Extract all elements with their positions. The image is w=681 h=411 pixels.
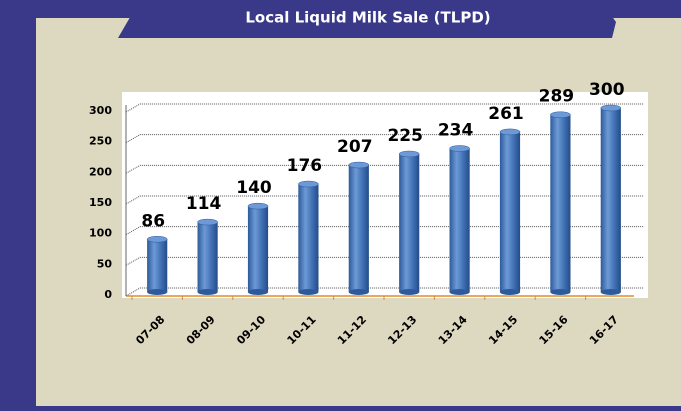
bar-bottom xyxy=(399,289,420,295)
y-tick-label: 50 xyxy=(97,257,113,270)
bar-top xyxy=(298,180,319,188)
bar xyxy=(600,108,621,292)
bar xyxy=(298,184,319,292)
bar-top xyxy=(348,161,370,169)
data-label: 289 xyxy=(539,87,575,107)
y-tick-label: 300 xyxy=(89,104,112,117)
y-tick-label: 100 xyxy=(89,227,112,240)
bar-bottom xyxy=(449,289,470,295)
chart-title: Local Liquid Milk Sale (TLPD) xyxy=(245,9,490,27)
bar-top xyxy=(449,145,470,152)
bar xyxy=(197,222,218,292)
bar-bottom xyxy=(499,289,521,295)
bar xyxy=(499,131,521,292)
grid-line xyxy=(125,164,644,174)
grid-line xyxy=(125,256,644,266)
bar-top xyxy=(550,111,571,118)
y-tick-label: 250 xyxy=(89,135,112,148)
grid-line xyxy=(125,134,644,144)
title-banner xyxy=(118,0,616,38)
y-tick-label: 200 xyxy=(89,165,112,178)
bar xyxy=(348,165,369,292)
bar xyxy=(147,239,168,292)
bar-top xyxy=(247,202,269,210)
y-tick-label: 0 xyxy=(104,288,112,301)
bar xyxy=(399,154,420,292)
bar-top xyxy=(600,104,622,112)
bar-bottom xyxy=(147,289,168,295)
grid-line xyxy=(125,287,644,297)
data-label: 300 xyxy=(589,80,625,100)
bar-bottom xyxy=(247,289,269,295)
data-label: 261 xyxy=(488,104,524,124)
bar-bottom xyxy=(550,289,571,295)
bar xyxy=(449,148,470,292)
y-tick-label: 150 xyxy=(89,196,112,209)
data-label: 86 xyxy=(141,211,165,231)
bar-bottom xyxy=(197,289,218,295)
bar-bottom xyxy=(600,289,621,295)
bar-top xyxy=(197,218,218,226)
bar-bottom xyxy=(348,289,369,295)
grid-line xyxy=(125,103,644,113)
data-label: 234 xyxy=(438,120,474,140)
data-label: 225 xyxy=(387,126,423,146)
data-label: 114 xyxy=(186,194,222,214)
bar-top xyxy=(146,236,168,243)
data-label: 207 xyxy=(337,137,373,157)
grid-line xyxy=(125,195,644,205)
grid-line xyxy=(125,226,644,236)
data-label: 140 xyxy=(236,178,272,198)
bar xyxy=(247,206,269,292)
bar-bottom xyxy=(298,289,319,295)
data-label: 176 xyxy=(287,156,323,176)
bar-top xyxy=(499,128,521,136)
bar-top xyxy=(398,150,420,158)
bar xyxy=(550,114,571,292)
